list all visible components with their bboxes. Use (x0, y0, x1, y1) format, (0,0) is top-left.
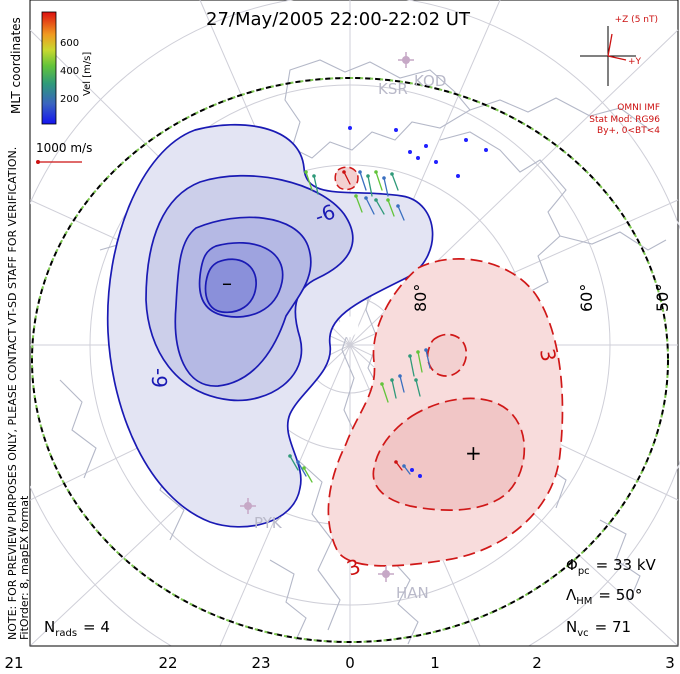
vector-scatter-dots (348, 126, 488, 478)
latitude-label-50: 50° (653, 284, 672, 312)
preview-note: NOTE: FOR PREVIEW PURPOSES ONLY, PLEASE … (6, 147, 19, 640)
station-label-pyk: PYK (254, 514, 283, 532)
latitude-label-80: 80° (411, 284, 430, 312)
mlt-tick-3: 3 (665, 654, 675, 672)
mlt-tick-2: 2 (532, 654, 542, 672)
imf-source: OMNI IMF (617, 103, 660, 113)
colorbar-tick-400: 400 (60, 66, 79, 77)
velocity-vectors (288, 126, 488, 483)
radar-count: Nrads = 4 (44, 618, 110, 639)
station-label-kod: KOD (414, 72, 446, 90)
mlt-tick-21: 21 (4, 654, 23, 672)
vector-scale: 1000 m/s (36, 141, 92, 164)
colorbar-tick-200: 200 (60, 94, 79, 105)
contour-neg-center (204, 258, 257, 314)
contour-pos-inner (372, 397, 526, 511)
contour-pos-small (426, 333, 468, 377)
vector-count: Nvc = 71 (566, 618, 631, 639)
polar-gap (339, 316, 359, 338)
vector-cluster-north (304, 170, 405, 221)
coordinates-label: MLT coordinates (9, 17, 23, 114)
negative-cell (106, 123, 434, 528)
colorbar-axis-label: Vel [m/s] (82, 52, 93, 96)
vector-scale-label: 1000 m/s (36, 141, 92, 155)
map-title: 27/May/2005 22:00-22:02 UT (206, 9, 471, 30)
latitude-label-60: 60° (577, 284, 596, 312)
station-markers (240, 52, 414, 582)
potential-maximum-marker: + (465, 441, 482, 465)
vector-cluster-south (288, 454, 411, 483)
station-label-ksr: KSR (378, 80, 408, 98)
imf-model: Stat Mod: RG96 (589, 115, 660, 125)
station-label-han: HAN (396, 584, 429, 602)
mlt-axis: 21 22 23 0 1 2 3 (4, 645, 678, 672)
imf-clock: +Z (5 nT) +Y OMNI IMF Stat Mod: RG96 By+… (580, 15, 660, 136)
velocity-colorbar: 600 400 200 Vel [m/s] (41, 11, 93, 125)
mlt-tick-1: 1 (430, 654, 440, 672)
imf-y-label: +Y (628, 57, 642, 67)
colorbar-tick-600: 600 (60, 38, 79, 49)
heppner-maynard-boundary-green (31, 77, 669, 643)
statistics: Φpc = 33 kV ΛHM = 50° Nvc = 71 Nrads = 4 (44, 556, 657, 639)
imf-bin: By+, 0<BT<4 (597, 126, 660, 136)
contour-label-neg-9: -9 (147, 368, 171, 388)
mlt-tick-23: 23 (251, 654, 270, 672)
positive-cell (327, 166, 564, 567)
contour-label-pos-3-upper: 3 (535, 347, 561, 364)
fit-order-note: FitOrder: 8, mapEX format (18, 495, 31, 640)
vector-cluster-midnight (380, 348, 431, 403)
imf-z-label: +Z (5 nT) (615, 15, 658, 25)
hm-boundary-latitude: ΛHM = 50° (566, 586, 642, 607)
mlt-tick-0: 0 (345, 654, 355, 672)
potential-minimum-marker: – (222, 271, 232, 295)
cross-polar-potential: Φpc = 33 kV (566, 556, 657, 577)
mlt-tick-22: 22 (158, 654, 177, 672)
